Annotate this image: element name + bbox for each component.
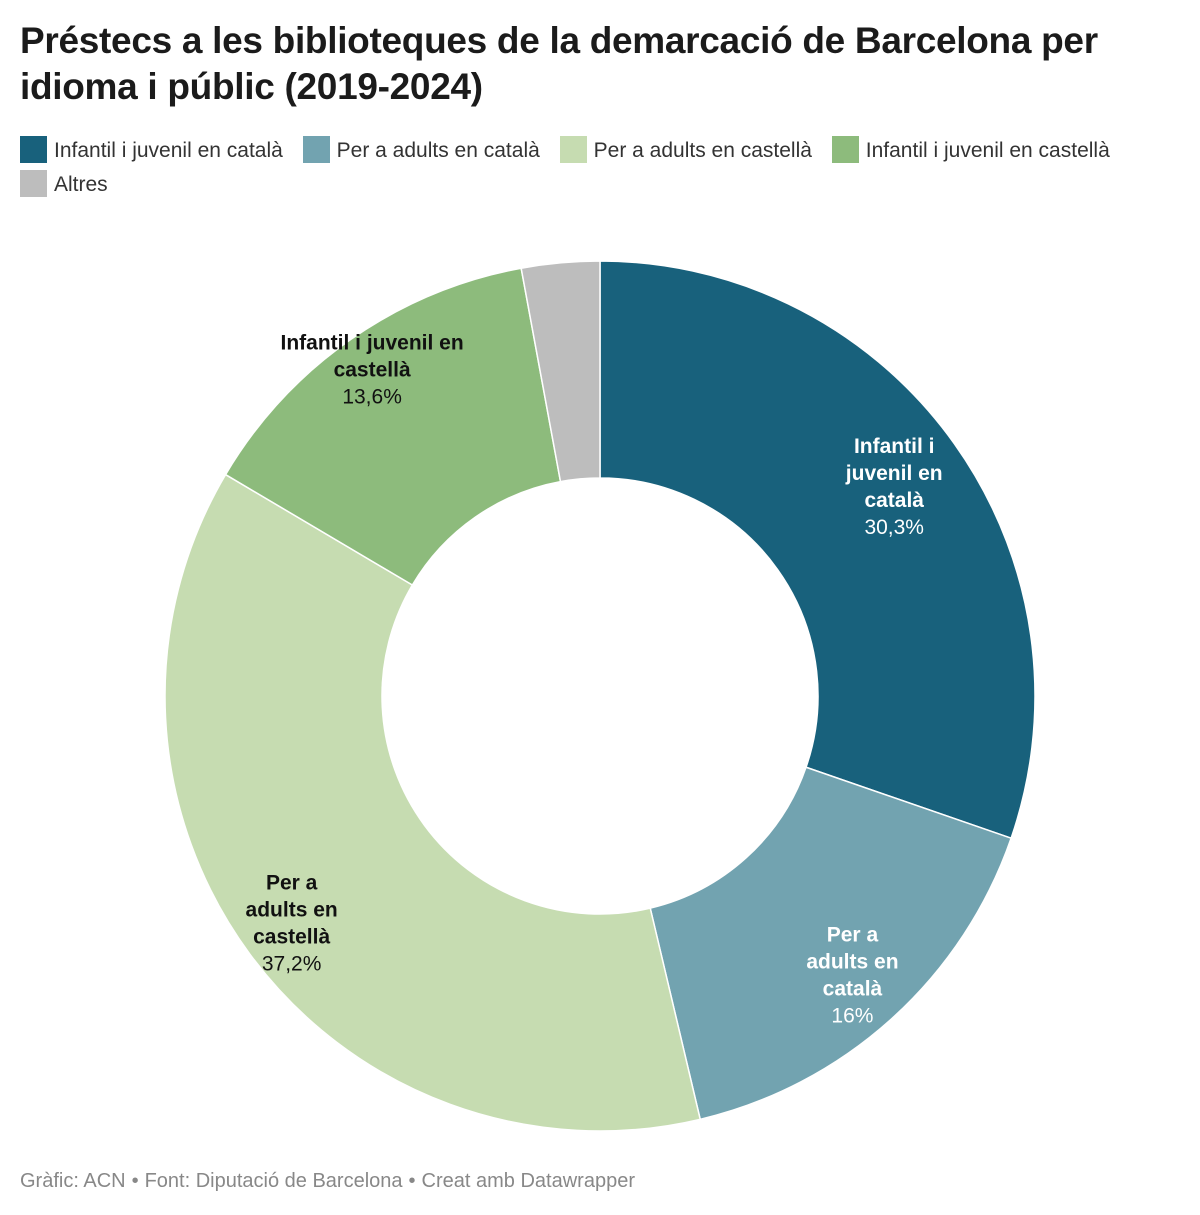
slice-label-1: Per a adults en català 16% <box>806 924 898 1028</box>
legend-item-altres: Altres <box>20 168 108 202</box>
slice-label-name: adults en <box>806 951 898 974</box>
slice-label-name: Infantil i <box>854 435 935 458</box>
legend-item-adults-castella: Per a adults en castellà <box>559 134 812 168</box>
legend-label: Altres <box>54 173 108 196</box>
donut-slice-4 <box>520 260 601 483</box>
slice-label-value: 37,2% <box>262 953 322 976</box>
slice-label-value: 30,3% <box>864 516 924 539</box>
slice-label-name: castellà <box>334 359 411 382</box>
legend-swatch <box>20 170 47 197</box>
donut-slice-3 <box>224 267 562 587</box>
legend-label: Infantil i juvenil en castellà <box>865 139 1110 162</box>
legend-swatch <box>302 136 330 163</box>
footer-separator: • <box>408 1170 416 1192</box>
footer-separator: • <box>131 1170 139 1192</box>
legend-swatch <box>831 136 859 163</box>
slice-label-name: castellà <box>253 926 330 949</box>
legend-swatch <box>20 136 47 163</box>
footer-credit: Gràfic: ACN <box>20 1170 126 1192</box>
legend-item-infantil-catala: Infantil i juvenil en català <box>20 134 283 168</box>
slice-label-0: Infantil i juvenil en català 30,3% <box>845 435 943 539</box>
slice-label-name: Infantil i juvenil en <box>281 332 464 355</box>
legend-label: Per a adults en català <box>336 139 540 162</box>
legend-item-adults-catala: Per a adults en català <box>302 134 540 168</box>
slice-label-name: català <box>823 978 883 1001</box>
slice-label-name: adults en <box>246 899 338 922</box>
donut-slice-0 <box>599 260 1036 840</box>
slice-label-name: juvenil en <box>845 462 943 485</box>
footer-tool: Creat amb Datawrapper <box>421 1170 635 1192</box>
footer-source: Font: Diputació de Barcelona <box>144 1170 403 1192</box>
footer: Gràfic: ACN • Font: Diputació de Barcelona… <box>20 1170 635 1193</box>
donut-slice-2 <box>164 473 702 1132</box>
slice-label-name: Per a <box>827 924 879 947</box>
chart-title: Préstecs a les biblioteques de la demarc… <box>20 20 1098 107</box>
legend-label: Per a adults en castellà <box>593 139 812 162</box>
slice-label-2: Per a adults en castellà 37,2% <box>246 872 338 976</box>
slice-label-value: 13,6% <box>342 386 402 409</box>
legend-swatch <box>559 136 587 163</box>
slice-label-name: Per a <box>266 872 318 895</box>
legend: Infantil i juvenil en català Per a adult… <box>20 134 1170 202</box>
legend-item-infantil-castella: Infantil i juvenil en castellà <box>831 134 1110 168</box>
slice-label-value: 16% <box>831 1005 873 1028</box>
slice-label-3: Infantil i juvenil en castellà 13,6% <box>281 332 464 409</box>
donut-slice-1 <box>649 766 1013 1121</box>
legend-label: Infantil i juvenil en català <box>54 139 283 162</box>
slice-label-name: català <box>864 489 924 512</box>
